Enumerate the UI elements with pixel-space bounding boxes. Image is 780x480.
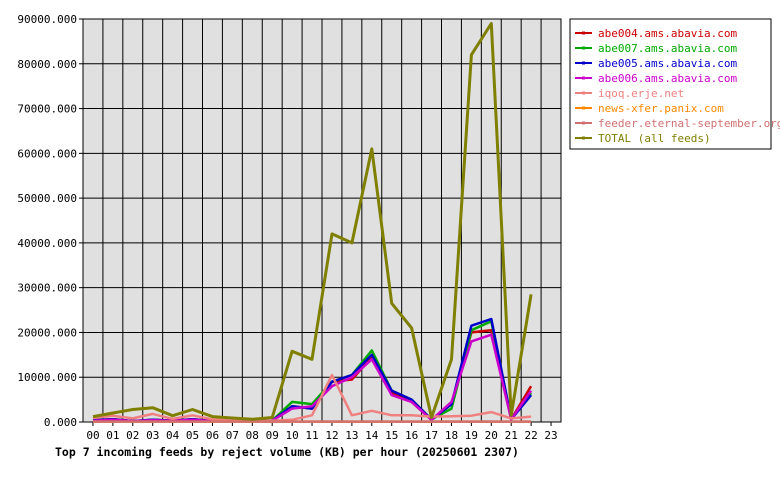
x-tick-label: 18	[445, 429, 458, 442]
legend-label: abe005.ams.abavia.com	[598, 57, 737, 70]
x-tick-label: 10	[286, 429, 299, 442]
legend-marker	[582, 91, 585, 95]
x-tick-label: 05	[186, 429, 199, 442]
x-tick-label: 14	[365, 429, 379, 442]
y-tick-label: 0.000	[44, 416, 77, 429]
x-tick-label: 13	[345, 429, 358, 442]
series-line	[92, 22, 533, 421]
y-tick-label: 90000.000	[17, 13, 77, 26]
x-tick-label: 23	[544, 429, 557, 442]
legend-label: news-xfer.panix.com	[598, 102, 724, 115]
x-tick-label: 21	[505, 429, 518, 442]
chart-title: Top 7 incoming feeds by reject volume (K…	[55, 445, 519, 459]
y-tick-label: 30000.000	[17, 282, 77, 295]
legend-label: abe006.ams.abavia.com	[598, 72, 737, 85]
legend-marker	[582, 136, 585, 140]
y-tick-label: 50000.000	[17, 192, 77, 205]
legend-label: iqoq.erje.net	[598, 87, 684, 100]
x-tick-label: 11	[305, 429, 318, 442]
x-tick-label: 06	[206, 429, 219, 442]
legend-marker	[582, 46, 585, 50]
legend-label: TOTAL (all feeds)	[598, 132, 711, 145]
y-tick-label: 40000.000	[17, 237, 77, 250]
x-tick-label: 19	[465, 429, 478, 442]
y-tick-label: 80000.000	[17, 58, 77, 71]
legend-label: abe007.ams.abavia.com	[598, 42, 737, 55]
legend-marker	[582, 31, 585, 35]
x-tick-label: 12	[325, 429, 338, 442]
x-tick-label: 07	[226, 429, 239, 442]
x-tick-labels: 00 01 02 03 04 05 06 07 08 09 10 11 12 13 14 15 16 17 18 19…	[86, 422, 558, 442]
y-tick-label: 60000.000	[17, 147, 77, 160]
x-tick-label: 08	[246, 429, 259, 442]
legend-marker	[582, 106, 585, 110]
x-tick-label: 17	[425, 429, 438, 442]
legend-marker	[582, 76, 585, 80]
y-tick-label: 20000.000	[17, 326, 77, 339]
series-lines	[92, 22, 533, 423]
legend-label: feeder.eternal-september.org	[598, 117, 780, 130]
y-tick-label: 10000.000	[17, 371, 77, 384]
x-tick-label: 02	[126, 429, 139, 442]
x-tick-label: 04	[166, 429, 180, 442]
x-tick-label: 15	[385, 429, 398, 442]
x-tick-label: 09	[266, 429, 279, 442]
legend: abe004.ams.abavia.com abe007.ams.abavia.c…	[575, 27, 780, 145]
x-tick-label: 22	[525, 429, 538, 442]
y-tick-label: 70000.000	[17, 103, 77, 116]
series-line	[92, 373, 532, 423]
legend-label: abe004.ams.abavia.com	[598, 27, 737, 40]
x-tick-label: 03	[146, 429, 159, 442]
x-tick-label: 20	[485, 429, 498, 442]
x-tick-label: 00	[86, 429, 99, 442]
x-tick-label: 01	[106, 429, 119, 442]
legend-marker	[582, 121, 585, 125]
legend-marker	[582, 61, 585, 65]
x-tick-label: 16	[405, 429, 418, 442]
legend-box	[569, 18, 772, 150]
y-tick-labels: 0.000 10000.000 20000.000 30000.000 40000.00…	[17, 13, 83, 429]
